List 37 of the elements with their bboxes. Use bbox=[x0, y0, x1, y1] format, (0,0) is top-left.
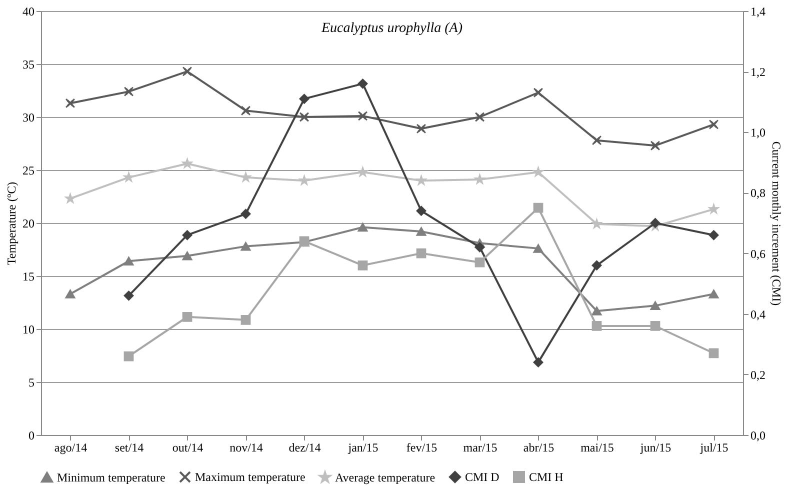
y-tick-label: 25 bbox=[22, 164, 34, 178]
y-tick-label: 10 bbox=[22, 322, 34, 336]
y-tick-label: 20 bbox=[22, 216, 34, 230]
x-tick-label: jun/15 bbox=[639, 440, 672, 454]
x-tick-label: mar/15 bbox=[463, 440, 498, 454]
y2-tick-label: 0,6 bbox=[750, 246, 766, 261]
x-tick-label: abr/15 bbox=[523, 440, 554, 454]
y2-axis-title: Current monthly increment (CMI) bbox=[770, 141, 784, 306]
legend-label: CMI D bbox=[465, 470, 500, 484]
x-tick-label: set/14 bbox=[114, 440, 144, 454]
y2-tick-label: 0,4 bbox=[750, 307, 766, 322]
y-tick-label: 35 bbox=[22, 58, 34, 72]
x-tick-label: jan/15 bbox=[347, 440, 378, 454]
y2-tick-label: 0,8 bbox=[750, 186, 766, 200]
y2-tick-label: 1,0 bbox=[750, 126, 766, 140]
y-tick-label: 5 bbox=[28, 376, 34, 390]
legend-label: CMI H bbox=[529, 470, 564, 484]
y-tick-label: 0 bbox=[28, 428, 34, 442]
y2-tick-label: 1,4 bbox=[750, 4, 766, 18]
y2-tick-label: 0,2 bbox=[750, 368, 766, 382]
y-tick-label: 40 bbox=[22, 4, 34, 18]
legend-label: Average temperature bbox=[335, 470, 436, 484]
x-tick-label: out/14 bbox=[172, 440, 204, 454]
y2-tick-label: 0,0 bbox=[750, 428, 766, 442]
legend-label: Minimum temperature bbox=[57, 470, 166, 484]
text: Eucalyptus urophylla (A) bbox=[320, 21, 463, 36]
y-axis-title: Temperature (ºC) bbox=[4, 182, 18, 266]
legend-label: Maximum temperature bbox=[195, 470, 306, 484]
x-tick-label: ago/14 bbox=[54, 440, 88, 454]
y-tick-label: 30 bbox=[22, 110, 34, 124]
x-tick-label: jul/15 bbox=[699, 440, 728, 454]
y2-tick-label: 1,2 bbox=[750, 65, 766, 80]
x-tick-label: nov/14 bbox=[230, 440, 263, 454]
y-tick-label: 15 bbox=[22, 270, 34, 284]
x-tick-label: mai/15 bbox=[580, 440, 614, 454]
x-tick-label: fev/15 bbox=[406, 440, 438, 454]
x-tick-label: dez/14 bbox=[288, 440, 321, 454]
